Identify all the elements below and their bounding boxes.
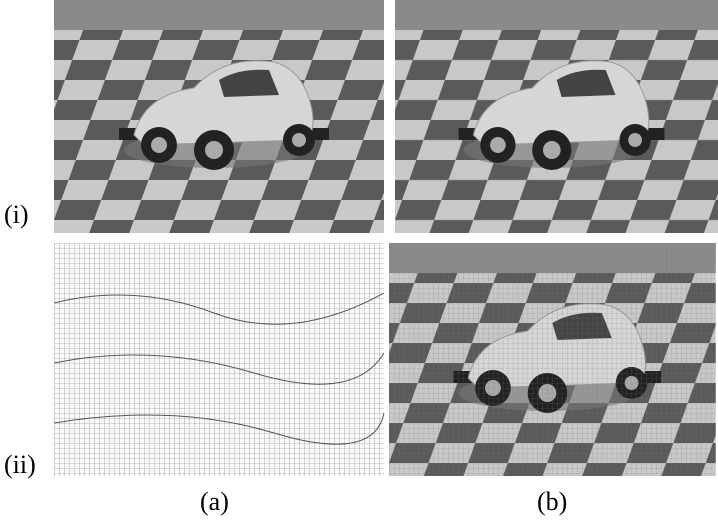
image-ii-b bbox=[389, 243, 716, 476]
image-ii-a bbox=[54, 243, 384, 476]
row-label: (i) bbox=[4, 200, 29, 230]
image-i-b bbox=[395, 0, 718, 233]
image-grid bbox=[0, 0, 718, 480]
row-label: (ii) bbox=[4, 450, 36, 480]
column-label: (b) bbox=[537, 487, 567, 517]
column-label: (a) bbox=[200, 487, 229, 517]
figure: (i) (ii) (a) (b) bbox=[0, 0, 718, 525]
image-i-a bbox=[54, 0, 384, 233]
